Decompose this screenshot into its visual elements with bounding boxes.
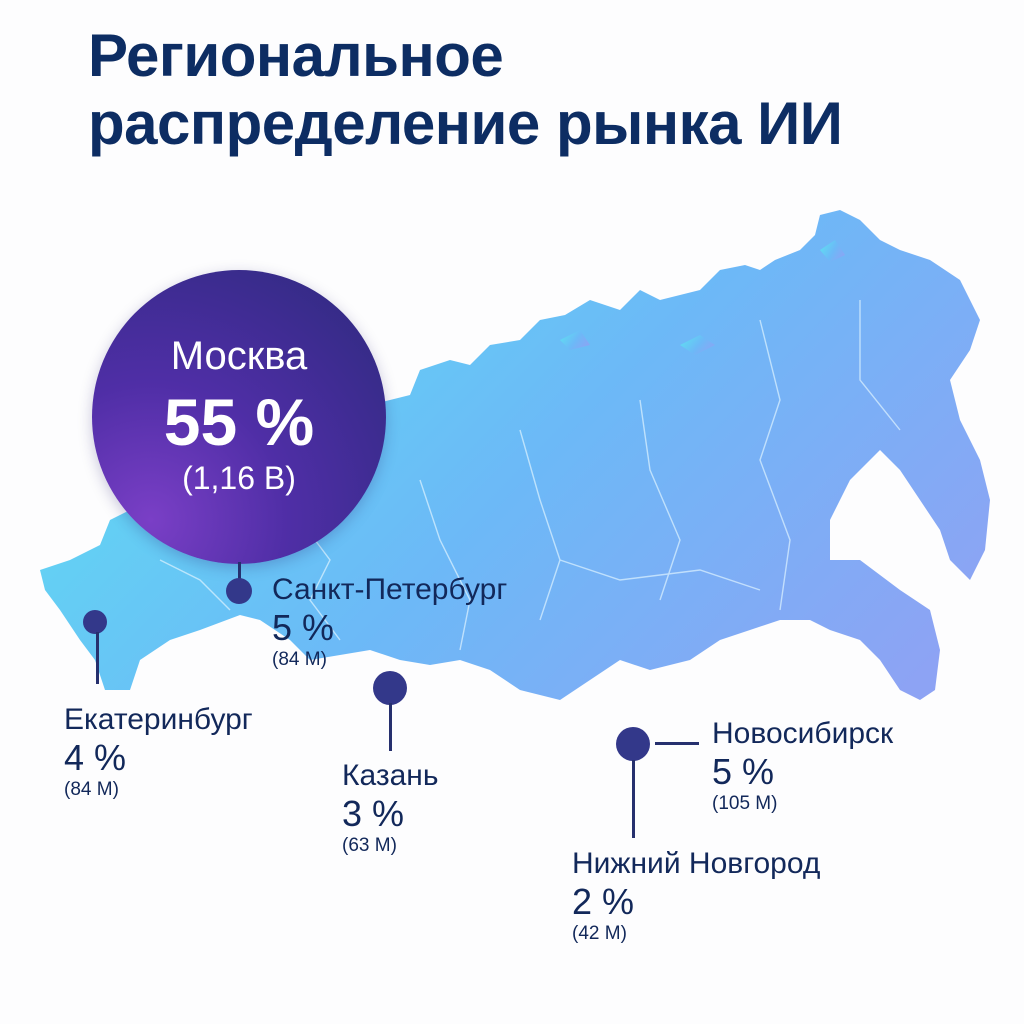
nsk-leader-line: [655, 742, 699, 745]
map-landmass: [40, 210, 990, 700]
moscow-pin-stem: [238, 562, 241, 584]
spb-percent: 5 %: [272, 607, 335, 648]
nn-name: Нижний Новгород: [572, 847, 821, 880]
moscow-name: Москва: [170, 334, 308, 378]
ekb-marker-dot[interactable]: [83, 610, 107, 634]
spb-marker-dot[interactable]: [226, 578, 252, 604]
title-line-2: распределение рынка ИИ: [88, 90, 843, 157]
spb-label: Санкт-Петербург 5 % (84 M): [272, 572, 507, 672]
nsk-name: Новосибирск: [712, 717, 894, 750]
moscow-value: (1,16 B): [182, 460, 296, 496]
kazan-name: Казань: [342, 759, 439, 792]
region-borders: [159, 300, 901, 651]
nsk-marker-dot[interactable]: [616, 727, 650, 761]
kazan-value: (63 M): [342, 835, 397, 856]
kazan-marker-dot[interactable]: [373, 671, 407, 705]
moscow-percent: 55 %: [163, 385, 315, 459]
nn-value: (42 M): [572, 923, 627, 944]
nn-label: Нижний Новгород 2 % (42 M): [572, 846, 820, 946]
ekb-value: (84 M): [64, 779, 119, 800]
kazan-pin-stem: [389, 703, 392, 751]
nsk-percent: 5 %: [712, 751, 775, 792]
ekb-pin-stem: [96, 632, 99, 684]
kazan-percent: 3 %: [342, 793, 405, 834]
title-line-1: Региональное: [88, 22, 504, 89]
spb-name: Санкт-Петербург: [272, 573, 508, 606]
moscow-bubble[interactable]: Москва 55 % (1,16 B): [92, 270, 386, 564]
ekb-name: Екатеринбург: [64, 703, 253, 736]
nn-pin-stem: [632, 760, 635, 838]
kazan-label: Казань 3 % (63 M): [342, 758, 438, 858]
nsk-label: Новосибирск 5 % (105 M): [712, 716, 893, 816]
spb-value: (84 M): [272, 649, 327, 670]
ekb-percent: 4 %: [64, 737, 127, 778]
nn-percent: 2 %: [572, 881, 635, 922]
nsk-value: (105 M): [712, 793, 778, 814]
page-title: Региональное распределение рынка ИИ: [88, 22, 843, 158]
ekb-label: Екатеринбург 4 % (84 M): [64, 702, 253, 802]
